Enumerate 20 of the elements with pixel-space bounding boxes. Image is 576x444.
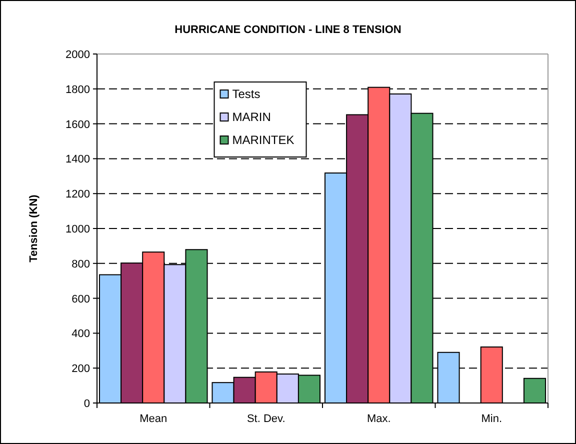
y-tick-label: 2000: [66, 49, 90, 61]
y-tick-label: 1600: [66, 118, 90, 131]
y-axis-title: Tension (KN): [28, 194, 40, 262]
x-tick-label: Min.: [481, 413, 502, 425]
y-tick-label: 1200: [66, 188, 90, 201]
x-tick-label: Mean: [140, 413, 168, 425]
x-tick-label: Max.: [366, 413, 391, 425]
y-tick-label: 400: [72, 328, 90, 340]
legend-label: Tests: [232, 87, 260, 101]
legend-label: MARINTEK: [232, 133, 294, 147]
y-tick-label: 800: [72, 258, 90, 270]
x-tick-label: St. Dev.: [246, 413, 286, 425]
y-tick-label: 1400: [66, 154, 90, 166]
chart-title: HURRICANE CONDITION - LINE 8 TENSION: [174, 24, 402, 36]
y-tick-label: 1800: [66, 84, 90, 96]
y-tick-label: 0: [84, 398, 90, 410]
legend-label: MARIN: [232, 110, 271, 124]
y-tick-label: 200: [72, 363, 90, 376]
y-tick-label: 600: [72, 293, 90, 306]
y-tick-label: 1000: [66, 224, 90, 236]
